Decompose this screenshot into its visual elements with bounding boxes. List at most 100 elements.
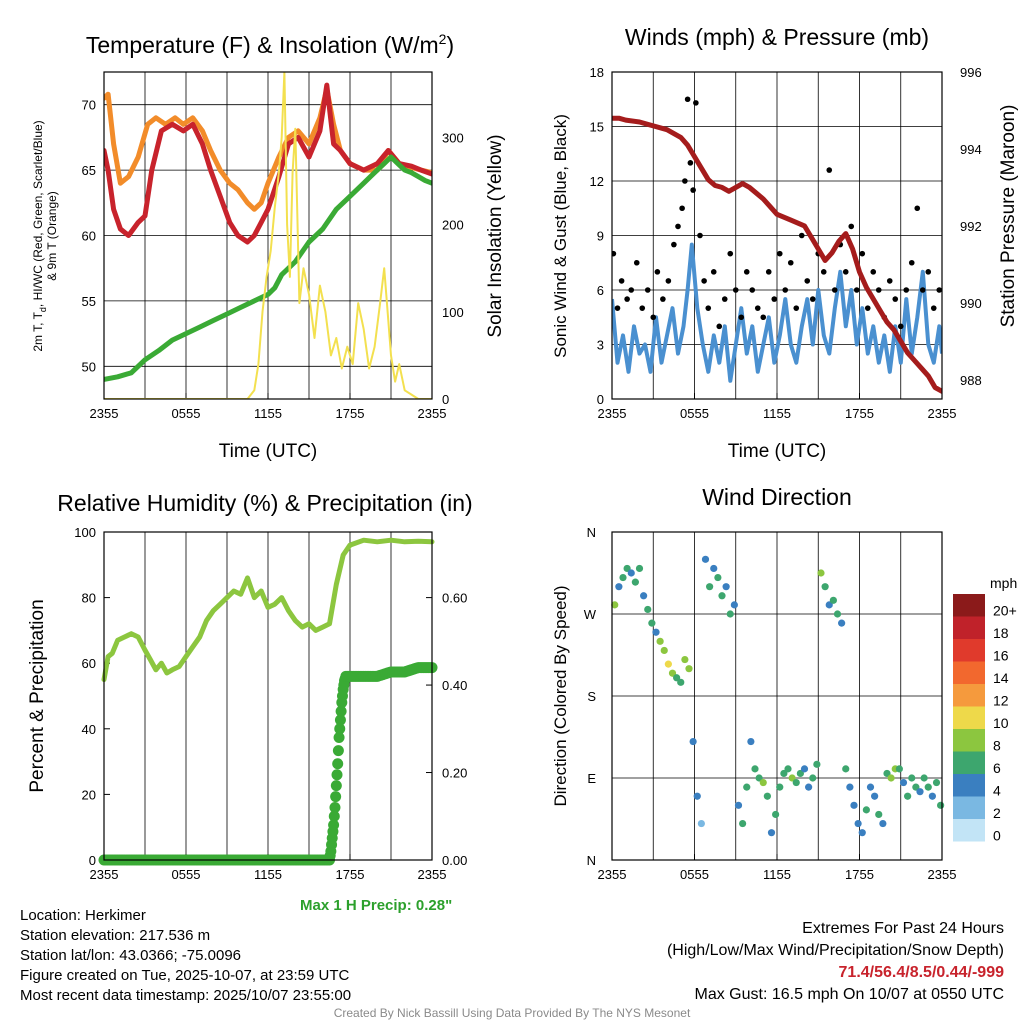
direction-point <box>730 601 738 609</box>
direction-point <box>796 769 804 778</box>
y-axis-label: Direction (Colored By Speed) <box>551 585 570 806</box>
gust-point <box>679 205 685 212</box>
direction-point <box>718 592 726 600</box>
direction-point <box>809 774 817 782</box>
y2-tick-label: 0.00 <box>442 853 467 868</box>
y2-tick-label: 992 <box>960 219 982 234</box>
gust-point <box>644 287 651 293</box>
gust-point <box>705 305 712 311</box>
x-axis-label: Time (UTC) <box>728 441 827 462</box>
x-tick-label: 2355 <box>598 406 627 421</box>
gust-point <box>809 296 816 302</box>
precip-point <box>332 758 344 770</box>
direction-point <box>673 674 681 682</box>
plot-frame <box>103 71 433 400</box>
direction-point <box>916 788 924 796</box>
gust-point <box>848 223 855 230</box>
x-tick-label: 2355 <box>90 406 119 421</box>
direction-point <box>623 564 631 573</box>
gust-point <box>684 96 691 103</box>
y2-tick-label: 0.60 <box>442 591 467 606</box>
y-tick-label: N <box>587 853 596 868</box>
series-solar-insolation <box>104 72 432 399</box>
direction-point <box>660 646 668 655</box>
colorbar-label: 4 <box>993 782 1001 798</box>
y-tick-label: 3 <box>597 338 604 353</box>
extremes-title: Extremes For Past 24 Hours <box>802 920 1004 937</box>
ylabel-subscript: d <box>38 307 48 312</box>
direction-point <box>908 774 916 782</box>
chart-title: Relative Humidity (%) & Precipitation (i… <box>57 490 472 516</box>
gust-point <box>776 250 783 257</box>
y-axis-label: Percent & Precipitation <box>27 599 48 792</box>
direction-point <box>850 801 858 809</box>
gust-point <box>624 296 630 302</box>
chart-title: Wind Direction <box>702 484 852 510</box>
y2-tick-label: 994 <box>960 142 982 157</box>
x-tick-label: 2355 <box>418 406 447 421</box>
gust-point <box>654 269 661 275</box>
gust-point <box>826 167 833 173</box>
gust-point <box>732 287 739 293</box>
panel-1: 2355 0555 1155 1755 2355 50 55 60 65 70 0 100 200 300… <box>31 31 506 462</box>
direction-point <box>755 774 763 782</box>
station-info: Location: Herkimer Station elevation: 21… <box>20 906 351 1006</box>
y-tick-label: 70 <box>82 98 96 113</box>
direction-point <box>710 564 718 573</box>
chart-title: Temperature (F) & Insolation (W/m2) <box>86 31 454 58</box>
direction-point <box>722 583 730 591</box>
gust-point <box>628 287 635 293</box>
precip-point <box>328 819 340 831</box>
y-tick-label: 50 <box>82 359 96 374</box>
direction-point <box>833 610 842 618</box>
gust-point <box>639 305 646 311</box>
plot-frame <box>611 71 943 400</box>
ylabel-rest: , HI/WC (Red, Green, Scarlet/Blue) <box>31 120 45 307</box>
colorbar-label: 6 <box>993 760 1001 776</box>
direction-point <box>689 737 697 746</box>
gust-point <box>831 287 838 293</box>
max-precip-note: Max 1 H Precip: 0.28" <box>300 897 453 914</box>
direction-point <box>656 637 664 645</box>
plot-frame <box>103 531 433 861</box>
precip-point <box>330 791 342 803</box>
colorbar-swatch <box>953 706 985 729</box>
y-tick-label: E <box>587 771 596 786</box>
gust-point <box>710 269 717 275</box>
gust-point <box>875 287 882 293</box>
colorbar-label: 0 <box>993 827 1001 843</box>
direction-point <box>817 569 825 577</box>
plot-frame <box>611 531 943 861</box>
direction-point <box>846 783 854 791</box>
y-tick-label: W <box>584 607 597 622</box>
colorbar-label: 14 <box>993 670 1009 686</box>
colorbar-swatch <box>953 684 985 707</box>
series-2m-t <box>104 82 432 245</box>
x-tick-label: 1155 <box>763 867 791 882</box>
gust-point <box>787 259 794 266</box>
precip-point <box>331 769 343 781</box>
gust-point <box>697 232 703 239</box>
direction-point <box>714 573 722 582</box>
y2-tick-label: 0 <box>442 392 449 407</box>
gust-point <box>660 296 666 302</box>
extremes-values: 71.4/56.4/8.5/0.44/-999 <box>838 964 1004 981</box>
series-sonic-wind <box>612 242 942 383</box>
direction-point <box>912 783 920 791</box>
x-tick-label: 1155 <box>254 867 282 882</box>
direction-point <box>648 619 656 627</box>
gust-point <box>749 287 756 293</box>
direction-point <box>693 792 701 800</box>
y2-tick-label: 0.40 <box>442 678 467 693</box>
x-tick-label: 1755 <box>336 867 365 882</box>
x-tick-label: 2355 <box>418 867 447 882</box>
direction-point <box>739 819 747 828</box>
direction-point <box>668 669 677 677</box>
direction-point <box>631 578 639 586</box>
gust-point <box>930 305 937 311</box>
gust-point <box>870 269 877 275</box>
extremes-panel: Extremes For Past 24 Hours (High/Low/Max… <box>667 918 1004 1006</box>
direction-point <box>813 760 821 768</box>
direction-point <box>611 601 619 609</box>
